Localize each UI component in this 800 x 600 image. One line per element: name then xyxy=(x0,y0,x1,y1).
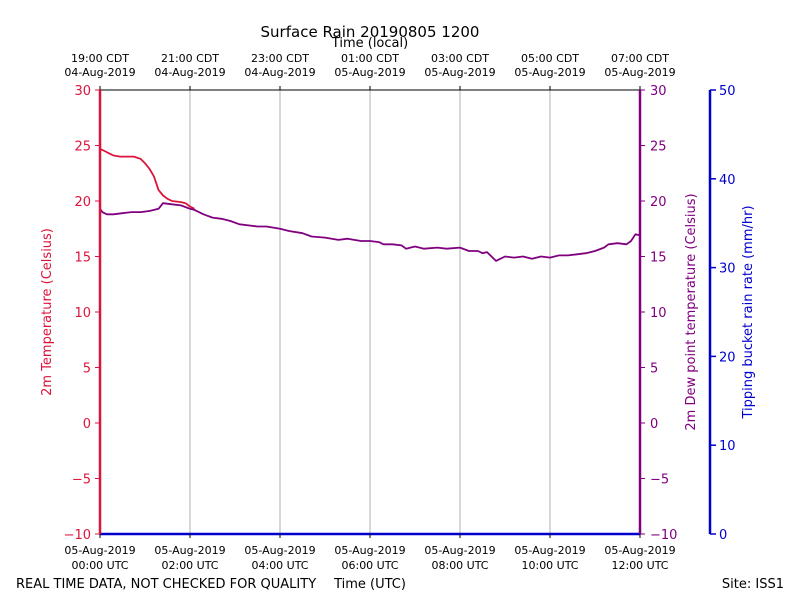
top-axis-label: Time (local) xyxy=(331,36,408,51)
quality-disclaimer: REAL TIME DATA, NOT CHECKED FOR QUALITY xyxy=(16,577,316,592)
right-tick-label: 25 xyxy=(650,140,667,155)
x-tick-label-time: 06:00 UTC xyxy=(341,559,398,572)
rain-tick-label: 40 xyxy=(719,173,736,188)
x-tick-label-date: 05-Aug-2019 xyxy=(424,544,495,557)
top-tick-label-time: 03:00 CDT xyxy=(431,52,489,65)
right-tick-label: 30 xyxy=(650,84,667,99)
gridlines xyxy=(189,90,551,534)
top-tick-label-time: 01:00 CDT xyxy=(341,52,399,65)
right-tick-label: 0 xyxy=(650,417,658,432)
top-tick-label-date: 05-Aug-2019 xyxy=(604,66,675,79)
chart-title: Surface Rain 20190805 1200 xyxy=(261,23,480,41)
x-tick-label-time: 12:00 UTC xyxy=(611,559,668,572)
x-tick-label-time: 08:00 UTC xyxy=(431,559,488,572)
x-axis-ticks: 05-Aug-2019 00:00 UTC 05-Aug-2019 02:00 UTC… xyxy=(64,52,675,572)
left-axis-ticks: −10 −5 0 5 10 15 20 25 30 xyxy=(64,84,100,543)
top-tick-label-date: 05-Aug-2019 xyxy=(424,66,495,79)
top-tick-label-date: 04-Aug-2019 xyxy=(154,66,225,79)
right-tick-label: −10 xyxy=(650,528,677,543)
x-tick-label-date: 05-Aug-2019 xyxy=(604,544,675,557)
left-axis-label: 2m Temperature (Celsius) xyxy=(40,228,55,396)
x-tick-label-time: 10:00 UTC xyxy=(521,559,578,572)
top-tick-label-time: 05:00 CDT xyxy=(521,52,579,65)
bottom-axis-label: Time (UTC) xyxy=(333,577,406,592)
top-tick-label-date: 04-Aug-2019 xyxy=(244,66,315,79)
rain-axis-label: Tipping bucket rain rate (mm/hr) xyxy=(741,205,756,419)
rain-tick-label: 50 xyxy=(719,84,736,99)
top-tick-label-time: 19:00 CDT xyxy=(71,52,129,65)
left-tick-label: 10 xyxy=(74,306,91,321)
x-tick-label-date: 05-Aug-2019 xyxy=(154,544,225,557)
right-tick-label: −5 xyxy=(650,473,669,488)
series-line-2m-dew-point-temperature xyxy=(99,202,641,262)
left-tick-label: 0 xyxy=(83,417,91,432)
rain-tick-label: 30 xyxy=(719,262,736,277)
x-tick-label-date: 05-Aug-2019 xyxy=(334,544,405,557)
top-tick-label-date: 04-Aug-2019 xyxy=(64,66,135,79)
right-tick-label: 5 xyxy=(650,362,658,377)
right-axis-ticks: −10 −5 0 5 10 15 20 25 30 xyxy=(640,84,677,543)
x-tick-label-date: 05-Aug-2019 xyxy=(64,544,135,557)
left-tick-label: 25 xyxy=(74,140,91,155)
top-tick-label-date: 05-Aug-2019 xyxy=(514,66,585,79)
right-tick-label: 20 xyxy=(650,195,667,210)
left-tick-label: 20 xyxy=(74,195,91,210)
right-tick-label: 15 xyxy=(650,251,667,266)
top-tick-label-time: 23:00 CDT xyxy=(251,52,309,65)
x-tick-label-time: 04:00 UTC xyxy=(251,559,308,572)
left-tick-label: −10 xyxy=(64,528,91,543)
x-tick-label-date: 05-Aug-2019 xyxy=(244,544,315,557)
top-tick-label-date: 05-Aug-2019 xyxy=(334,66,405,79)
series-line-2m-temperature xyxy=(99,147,195,210)
site-label: Site: ISS1 xyxy=(722,577,784,592)
rain-tick-label: 0 xyxy=(719,528,727,543)
right-axis-label: 2m Dew point temperature (Celsius) xyxy=(684,193,699,430)
right-tick-label: 10 xyxy=(650,306,667,321)
left-tick-label: 5 xyxy=(83,362,91,377)
left-tick-label: 30 xyxy=(74,84,91,99)
rain-tick-label: 20 xyxy=(719,350,736,365)
x-tick-label-time: 00:00 UTC xyxy=(71,559,128,572)
rain-axis-ticks: 0 10 20 30 40 50 xyxy=(710,84,736,543)
left-tick-label: 15 xyxy=(74,251,91,266)
top-tick-label-time: 21:00 CDT xyxy=(161,52,219,65)
x-tick-label-time: 02:00 UTC xyxy=(161,559,218,572)
top-tick-label-time: 07:00 CDT xyxy=(611,52,669,65)
left-tick-label: −5 xyxy=(72,473,91,488)
rain-tick-label: 10 xyxy=(719,439,736,454)
x-tick-label-date: 05-Aug-2019 xyxy=(514,544,585,557)
